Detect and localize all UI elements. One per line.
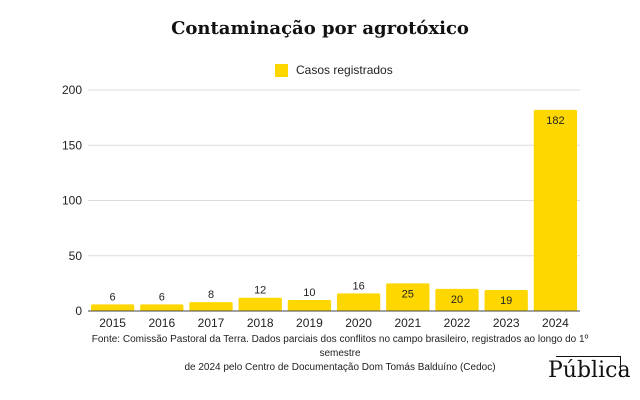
bar: [533, 109, 578, 311]
source-note: Fonte: Comissão Pastoral da Terra. Dados…: [70, 333, 610, 375]
bar-labels: 6 6 8 12 10 16 25 20 19 182: [110, 115, 565, 307]
bar-value-label: 12: [254, 285, 266, 297]
chart-title: Contaminação por agrotóxico: [171, 18, 469, 39]
gridlines: [88, 89, 580, 257]
x-tick-label: 2016: [148, 316, 175, 330]
brand-logo: Pública: [548, 358, 631, 383]
bar-value-label: 10: [303, 287, 315, 299]
source-line-2: de 2024 pelo Centro de Documentação Dom …: [184, 362, 496, 373]
bar-value-label: 6: [159, 291, 165, 303]
x-tick-label: 2022: [444, 316, 471, 330]
bar-value-label: 20: [451, 294, 463, 306]
source-line-1: Fonte: Comissão Pastoral da Terra. Dados…: [91, 334, 589, 359]
bar: [336, 293, 381, 311]
legend-label: Casos registrados: [296, 63, 393, 77]
brand-ornament: [556, 356, 621, 377]
bar: [238, 297, 282, 311]
x-tick-label: 2015: [99, 316, 126, 330]
y-tick-label: 150: [62, 138, 82, 152]
bar: [287, 299, 332, 311]
x-tick-label: 2018: [247, 316, 274, 330]
bars: [90, 109, 578, 311]
y-tick-label: 100: [62, 194, 82, 208]
bar-value-label: 182: [546, 115, 564, 127]
x-tick-label: 2017: [198, 316, 225, 330]
bar: [386, 283, 430, 311]
bar: [435, 288, 479, 311]
bar-value-label: 6: [110, 291, 116, 303]
bar-value-label: 19: [500, 295, 512, 307]
x-tick-label: 2020: [345, 316, 372, 330]
y-tick-label: 200: [62, 83, 82, 97]
x-tick-label: 2021: [394, 316, 421, 330]
bar: [90, 304, 135, 311]
x-tick-label: 2023: [493, 316, 520, 330]
legend-swatch: [275, 63, 288, 77]
y-tick-label: 0: [75, 304, 82, 318]
x-tick-label: 2019: [296, 316, 323, 330]
bar: [189, 302, 233, 311]
chart-legend: Casos registrados: [275, 63, 393, 77]
bar-value-label: 25: [402, 288, 414, 300]
bar: [484, 290, 528, 311]
bar: [140, 304, 184, 311]
bar-value-label: 16: [352, 280, 364, 292]
x-tick-label: 2024: [542, 316, 569, 330]
y-tick-label: 50: [69, 249, 83, 263]
bar-value-label: 8: [208, 289, 214, 301]
